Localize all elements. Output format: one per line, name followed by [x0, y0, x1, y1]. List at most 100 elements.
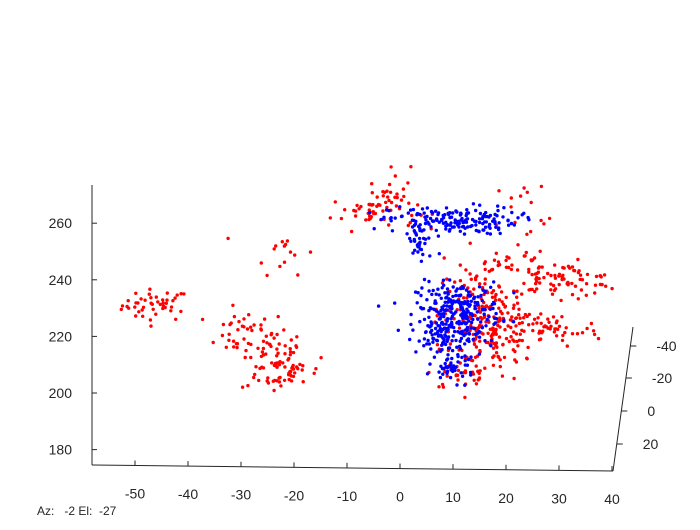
data-point: [469, 320, 474, 325]
data-point: [435, 314, 439, 318]
data-point: [418, 319, 422, 324]
data-point: [432, 355, 437, 359]
data-point: [487, 215, 491, 219]
data-point: [432, 307, 436, 311]
data-point: [494, 351, 499, 355]
data-point: [455, 345, 459, 349]
data-point: [532, 256, 537, 260]
data-point: [388, 190, 393, 194]
data-point: [428, 254, 432, 258]
data-point: [154, 295, 158, 299]
data-point: [250, 328, 254, 333]
data-point: [547, 320, 551, 324]
data-point: [395, 195, 399, 200]
data-point: [602, 273, 607, 277]
data-point: [437, 293, 441, 297]
data-point: [426, 338, 430, 343]
data-point: [448, 223, 452, 227]
data-point: [542, 222, 546, 226]
data-point: [319, 356, 323, 360]
data-point: [252, 375, 256, 380]
data-point: [481, 332, 485, 336]
data-point: [288, 350, 293, 354]
data-point: [413, 239, 417, 243]
data-point: [442, 256, 446, 260]
data-point: [487, 269, 491, 273]
data-point: [409, 239, 413, 243]
y-tick-label: -40: [656, 338, 676, 354]
data-point: [261, 353, 266, 357]
data-point: [436, 310, 440, 314]
data-point: [496, 260, 501, 264]
data-point: [405, 232, 409, 236]
data-point: [447, 212, 451, 217]
data-point: [472, 326, 477, 331]
data-point: [296, 273, 300, 277]
data-point: [437, 370, 441, 374]
data-point: [474, 345, 479, 349]
x-tick-label: 0: [396, 489, 404, 505]
data-point: [442, 314, 446, 319]
data-point: [498, 325, 502, 329]
data-point: [237, 319, 241, 324]
data-point: [440, 286, 444, 290]
data-point: [437, 220, 441, 224]
data-point: [531, 328, 535, 333]
data-point: [525, 190, 529, 194]
data-point: [489, 338, 494, 343]
data-point: [533, 272, 538, 276]
data-point: [443, 300, 447, 304]
data-point: [257, 378, 261, 383]
data-point: [553, 276, 558, 280]
data-points: [119, 165, 614, 400]
data-point: [505, 255, 509, 259]
data-point: [550, 292, 555, 296]
data-point: [454, 219, 458, 224]
data-point: [610, 286, 614, 291]
data-point: [469, 299, 473, 303]
data-point: [441, 322, 445, 326]
data-point: [275, 354, 279, 358]
data-point: [576, 270, 581, 275]
y-tick-label: 20: [643, 436, 659, 452]
data-point: [529, 200, 533, 205]
data-point: [465, 208, 469, 212]
data-point: [375, 204, 379, 208]
data-point: [549, 324, 553, 328]
data-point: [444, 308, 448, 312]
data-point: [262, 317, 267, 321]
data-point: [476, 317, 480, 321]
data-point: [459, 211, 463, 215]
data-point: [444, 322, 448, 326]
data-point: [482, 315, 487, 319]
data-point: [451, 285, 455, 289]
data-point: [546, 317, 550, 321]
data-point: [285, 239, 290, 243]
data-point: [454, 289, 458, 293]
data-point: [376, 304, 381, 308]
data-point: [451, 334, 455, 338]
data-point: [464, 322, 468, 326]
data-point: [416, 250, 420, 254]
data-point: [422, 211, 426, 215]
data-point: [491, 332, 495, 336]
data-point: [465, 307, 469, 311]
data-point: [425, 206, 429, 210]
data-point: [480, 307, 485, 312]
data-point: [282, 260, 287, 264]
data-point: [497, 189, 501, 193]
data-point: [477, 285, 482, 289]
data-point: [389, 200, 394, 205]
data-point: [469, 326, 474, 330]
data-point: [134, 291, 138, 295]
data-point: [450, 348, 455, 353]
data-point: [425, 372, 430, 376]
data-point: [291, 367, 296, 371]
data-point: [491, 346, 496, 350]
data-point: [445, 369, 450, 374]
data-point: [200, 317, 205, 322]
data-point: [449, 325, 453, 329]
data-point: [277, 363, 282, 367]
tick-marks: [92, 222, 637, 471]
x-tick-label: 40: [604, 491, 620, 507]
